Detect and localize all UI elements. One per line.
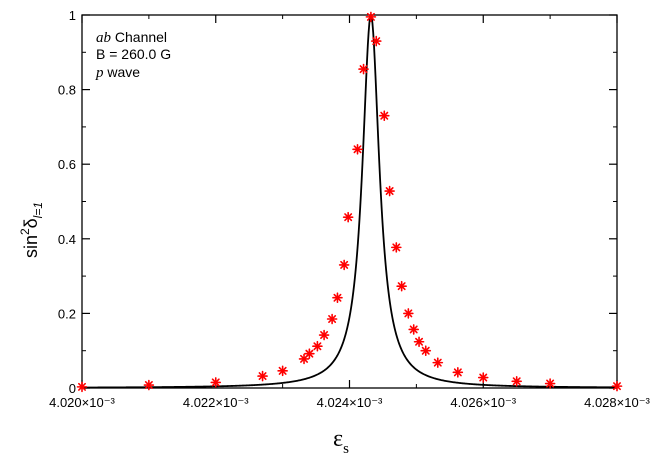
data-point <box>408 324 420 335</box>
data-point <box>413 336 425 348</box>
y-tick-label: 0.6 <box>58 157 76 172</box>
data-point <box>76 381 88 393</box>
data-point <box>384 185 395 197</box>
data-point <box>332 292 343 304</box>
y-axis-title: sin2δl=1 <box>18 202 45 258</box>
data-point <box>352 143 363 155</box>
x-tick-label: 4.020×10⁻³ <box>49 395 115 410</box>
x-tick-label: 4.026×10⁻³ <box>450 395 516 410</box>
data-point <box>365 11 377 23</box>
data-point <box>318 329 330 341</box>
y-tick-label: 0.2 <box>58 306 76 321</box>
data-point <box>338 259 350 271</box>
data-point <box>477 372 489 383</box>
x-axis-subscript: s <box>343 441 349 457</box>
plot-frame <box>81 14 618 389</box>
x-tick-label: 4.028×10⁻³ <box>584 395 650 410</box>
data-point <box>396 280 407 292</box>
data-point <box>378 110 390 122</box>
y-tick-label: 0.4 <box>58 232 76 247</box>
fit-curve-layer <box>82 12 617 389</box>
x-axis-title: εs <box>333 426 349 457</box>
data-point <box>452 367 464 378</box>
annotation-line-1: ab Channel <box>96 29 167 46</box>
data-point <box>403 308 414 319</box>
annotation-line-3: p wave <box>95 64 140 81</box>
data-point <box>326 313 338 325</box>
data-point <box>277 365 288 377</box>
data-point <box>611 380 623 392</box>
y-tick-label: 1 <box>69 8 76 23</box>
data-point <box>342 211 354 223</box>
annotation-channel-text: Channel <box>111 29 167 45</box>
y-axis-prefix: sin <box>21 235 41 258</box>
data-point <box>143 379 155 391</box>
data-point <box>358 63 369 75</box>
data-point <box>210 377 222 388</box>
x-axis-symbol: ε <box>333 426 343 452</box>
data-point <box>370 35 382 47</box>
data-points-layer <box>76 11 623 393</box>
data-point <box>511 375 522 387</box>
annotation-field: B = 260.0 G <box>96 46 171 62</box>
data-point <box>391 242 402 253</box>
annotation: ab Channel B = 260.0 G p wave <box>95 29 171 81</box>
y-axis-delta: δ <box>21 218 41 228</box>
annotation-wave-italic: p <box>95 65 104 81</box>
y-axis-subscript: l=1 <box>31 202 45 218</box>
data-point <box>312 340 323 352</box>
data-point <box>420 345 432 357</box>
x-tick-label: 4.024×10⁻³ <box>317 395 383 410</box>
resonance-curve <box>82 12 617 389</box>
x-tick-label: 4.022×10⁻³ <box>183 395 249 410</box>
annotation-wave-text: wave <box>104 64 141 80</box>
annotation-channel-italic: ab <box>96 30 112 46</box>
data-point <box>304 348 315 359</box>
y-axis-superscript: 2 <box>18 228 32 235</box>
data-point <box>257 370 268 382</box>
data-point <box>432 357 444 368</box>
data-point <box>544 378 556 389</box>
y-tick-label: 0.8 <box>58 83 76 98</box>
y-tick-label: 0 <box>69 381 76 396</box>
